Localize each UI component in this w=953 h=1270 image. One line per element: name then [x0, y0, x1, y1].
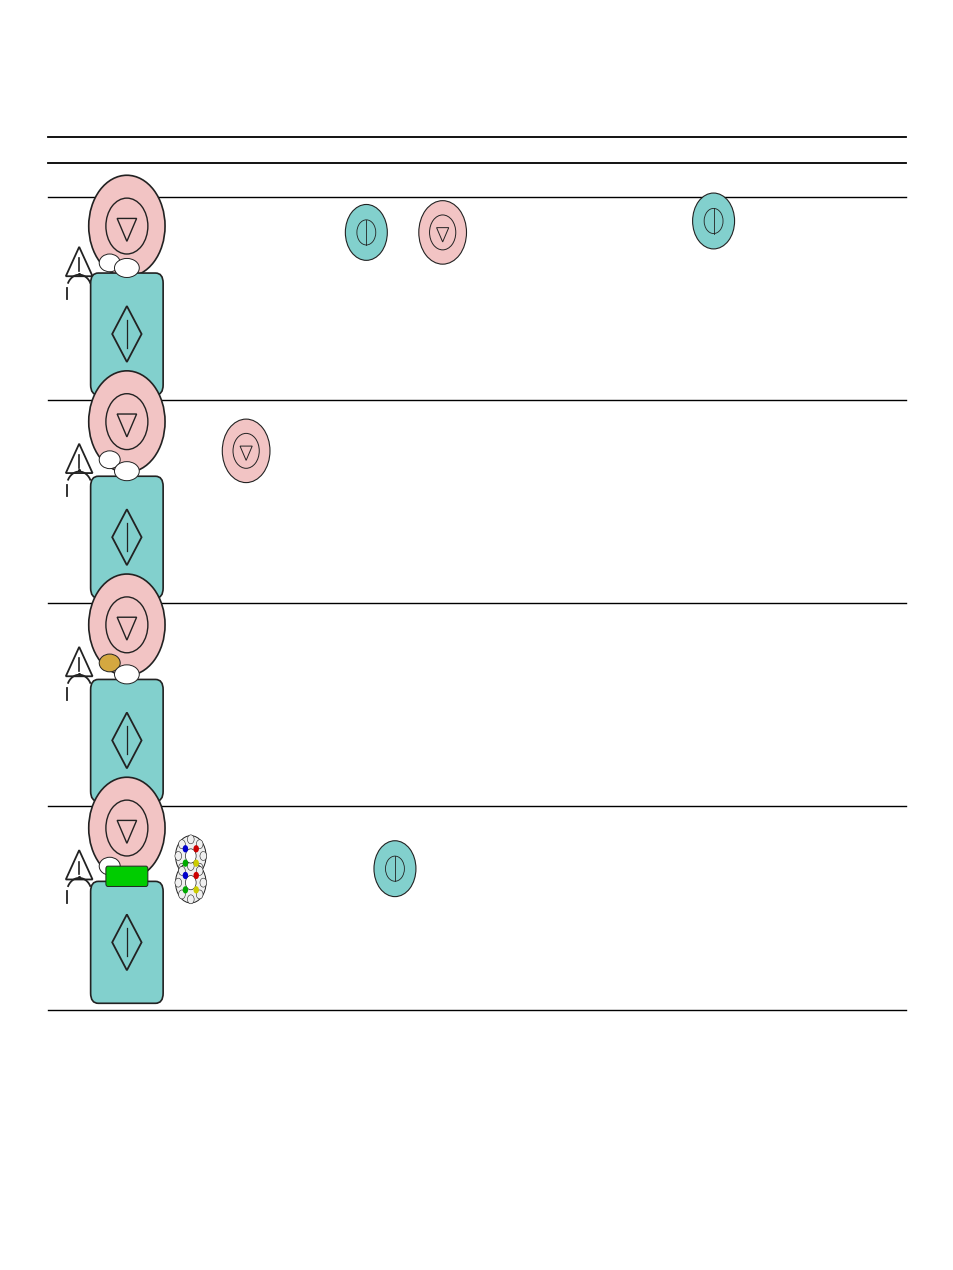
Circle shape	[182, 845, 188, 852]
Circle shape	[374, 841, 416, 897]
Circle shape	[196, 866, 203, 875]
Ellipse shape	[114, 259, 139, 277]
Ellipse shape	[99, 884, 120, 902]
Ellipse shape	[99, 857, 120, 875]
Circle shape	[692, 193, 734, 249]
Circle shape	[222, 419, 270, 483]
Circle shape	[89, 175, 165, 277]
Circle shape	[178, 864, 185, 872]
Circle shape	[89, 371, 165, 472]
Circle shape	[174, 851, 181, 861]
Ellipse shape	[99, 451, 120, 469]
Circle shape	[178, 890, 185, 899]
Circle shape	[200, 851, 207, 861]
Circle shape	[187, 834, 194, 843]
Circle shape	[196, 839, 203, 848]
Ellipse shape	[114, 665, 139, 683]
Ellipse shape	[99, 478, 120, 495]
Circle shape	[345, 204, 387, 260]
Circle shape	[193, 871, 199, 879]
Circle shape	[187, 895, 194, 904]
Circle shape	[187, 861, 194, 870]
Circle shape	[187, 869, 194, 878]
FancyBboxPatch shape	[91, 273, 163, 395]
Circle shape	[175, 836, 206, 876]
Circle shape	[178, 866, 185, 875]
Circle shape	[182, 886, 188, 894]
FancyBboxPatch shape	[91, 476, 163, 598]
Circle shape	[193, 860, 199, 867]
Circle shape	[89, 777, 165, 879]
Circle shape	[89, 574, 165, 676]
Circle shape	[182, 871, 188, 879]
FancyBboxPatch shape	[106, 866, 148, 886]
Circle shape	[196, 890, 203, 899]
Circle shape	[178, 839, 185, 848]
Ellipse shape	[99, 254, 120, 272]
Circle shape	[185, 875, 196, 890]
Circle shape	[418, 201, 466, 264]
Circle shape	[196, 864, 203, 872]
Ellipse shape	[99, 681, 120, 698]
Circle shape	[193, 886, 199, 894]
Circle shape	[175, 862, 206, 903]
Circle shape	[174, 878, 181, 888]
Circle shape	[185, 848, 196, 864]
Circle shape	[200, 878, 207, 888]
Ellipse shape	[99, 281, 120, 298]
Ellipse shape	[114, 462, 139, 480]
Circle shape	[193, 845, 199, 852]
FancyBboxPatch shape	[91, 881, 163, 1003]
Circle shape	[182, 860, 188, 867]
FancyBboxPatch shape	[91, 679, 163, 801]
Ellipse shape	[99, 654, 120, 672]
